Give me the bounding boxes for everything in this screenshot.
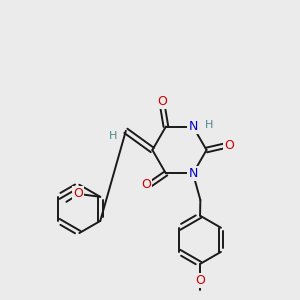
Text: H: H: [205, 120, 213, 130]
Text: H: H: [108, 131, 117, 141]
Text: N: N: [188, 120, 198, 133]
Text: O: O: [141, 178, 151, 191]
Text: O: O: [195, 274, 205, 286]
Text: O: O: [158, 95, 167, 108]
Text: N: N: [188, 167, 198, 180]
Text: O: O: [73, 188, 83, 200]
Text: O: O: [224, 139, 234, 152]
